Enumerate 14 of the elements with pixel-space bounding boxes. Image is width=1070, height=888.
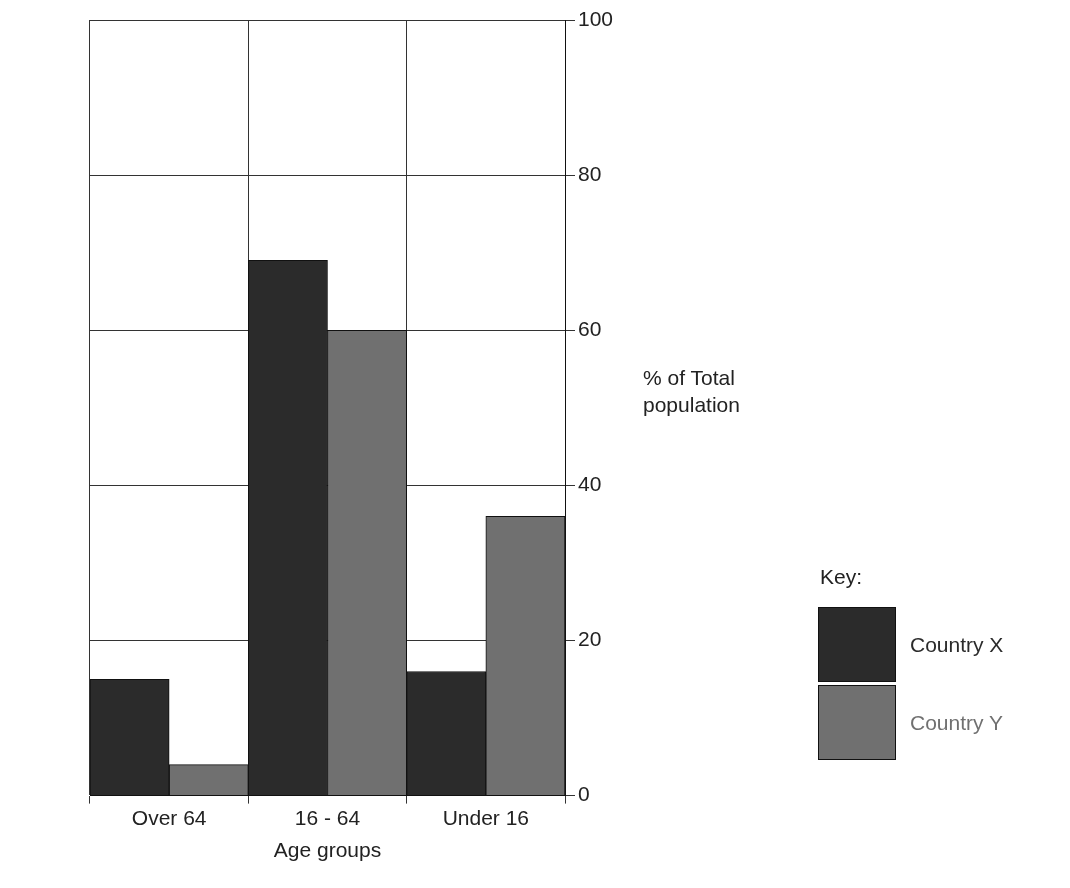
x-tick-label: Over 64 [131,806,207,829]
x-tick-label: 16 - 64 [294,806,361,829]
y-tick-label: 60 [578,317,602,341]
legend-title: Key: [820,565,864,589]
y-tick-label: 0 [578,782,590,806]
y-tick-label: 20 [578,627,602,651]
y-axis-title: % of Total population [643,365,740,416]
x-tick-label: Under 16 [442,806,530,829]
x-axis-title: Age groups [273,838,382,862]
text: Country Y [910,710,1003,735]
y-tick-label: 80 [578,161,602,185]
y-tick-label: 100 [578,6,614,30]
text: Country X [910,632,1004,657]
y-tick-label: 40 [578,472,602,496]
